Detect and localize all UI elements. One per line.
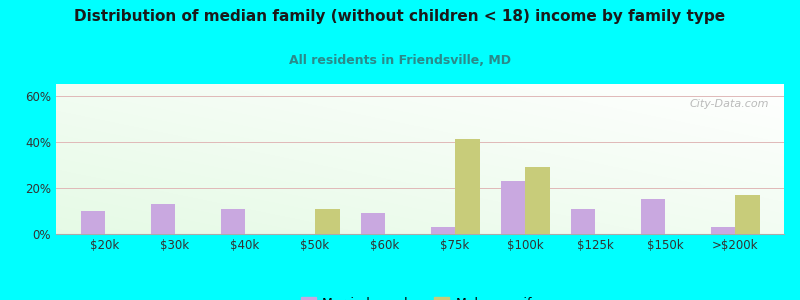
Legend: Married couple, Male, no wife: Married couple, Male, no wife xyxy=(296,292,544,300)
Bar xyxy=(221,208,245,234)
Bar xyxy=(150,204,175,234)
Bar xyxy=(455,140,479,234)
Bar xyxy=(315,208,339,234)
Text: City-Data.com: City-Data.com xyxy=(690,99,770,109)
Bar xyxy=(641,200,665,234)
Text: Distribution of median family (without children < 18) income by family type: Distribution of median family (without c… xyxy=(74,9,726,24)
Bar xyxy=(570,208,595,234)
Bar xyxy=(81,211,105,234)
Bar xyxy=(525,167,550,234)
Bar xyxy=(501,181,525,234)
Bar xyxy=(430,227,455,234)
Bar xyxy=(735,195,759,234)
Text: All residents in Friendsville, MD: All residents in Friendsville, MD xyxy=(289,54,511,67)
Bar xyxy=(361,213,385,234)
Bar xyxy=(710,227,735,234)
